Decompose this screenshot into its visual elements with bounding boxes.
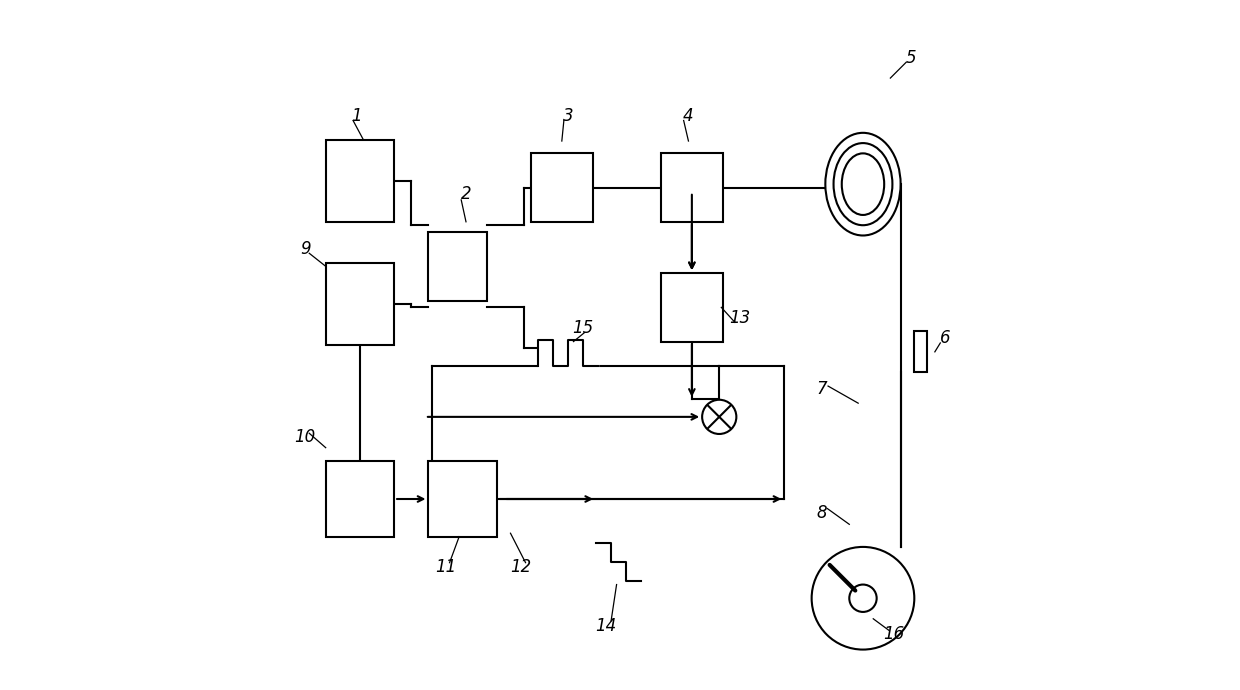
Bar: [914, 331, 928, 373]
Bar: [428, 232, 486, 301]
Bar: [531, 153, 593, 221]
Text: 13: 13: [729, 308, 750, 326]
Circle shape: [702, 400, 737, 434]
Bar: [326, 462, 394, 537]
Text: 9: 9: [300, 240, 310, 258]
Bar: [661, 273, 723, 342]
Text: 6: 6: [940, 329, 950, 347]
Circle shape: [849, 584, 877, 612]
Circle shape: [812, 547, 914, 649]
Text: 11: 11: [435, 558, 456, 576]
Bar: [428, 462, 497, 537]
Text: 8: 8: [817, 504, 827, 522]
Text: 12: 12: [510, 558, 532, 576]
Text: 10: 10: [295, 428, 316, 446]
Text: 14: 14: [595, 617, 618, 635]
Bar: [661, 153, 723, 221]
Text: 2: 2: [461, 186, 471, 204]
Bar: [326, 263, 394, 345]
Text: 15: 15: [572, 319, 593, 337]
Text: 3: 3: [563, 107, 574, 125]
Text: 4: 4: [683, 107, 693, 125]
Bar: [326, 139, 394, 221]
Text: 1: 1: [351, 107, 362, 125]
Text: 5: 5: [905, 48, 916, 66]
Text: 7: 7: [817, 380, 827, 399]
Text: 16: 16: [883, 625, 904, 643]
